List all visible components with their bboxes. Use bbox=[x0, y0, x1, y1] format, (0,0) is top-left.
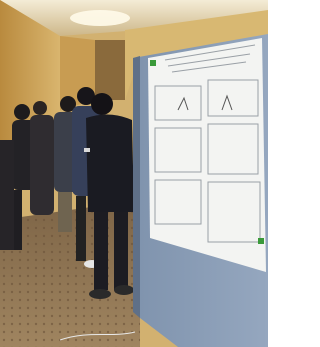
leg bbox=[14, 190, 22, 250]
phone bbox=[84, 148, 90, 152]
person-edge bbox=[0, 140, 14, 250]
head bbox=[14, 104, 30, 120]
person bbox=[30, 115, 54, 215]
poster-logo bbox=[258, 238, 264, 244]
head bbox=[33, 101, 47, 115]
shoe bbox=[89, 289, 111, 299]
poster bbox=[148, 38, 266, 272]
leg bbox=[76, 196, 86, 261]
head bbox=[91, 93, 113, 115]
jacket bbox=[86, 114, 134, 212]
ceiling-light bbox=[70, 10, 130, 26]
board-edge bbox=[133, 56, 140, 318]
leg bbox=[58, 192, 72, 232]
poster-logo bbox=[150, 60, 156, 66]
corridor-end bbox=[95, 40, 125, 100]
leg bbox=[94, 212, 108, 290]
shoe bbox=[114, 285, 134, 295]
photo bbox=[0, 0, 268, 347]
leg bbox=[114, 212, 128, 290]
